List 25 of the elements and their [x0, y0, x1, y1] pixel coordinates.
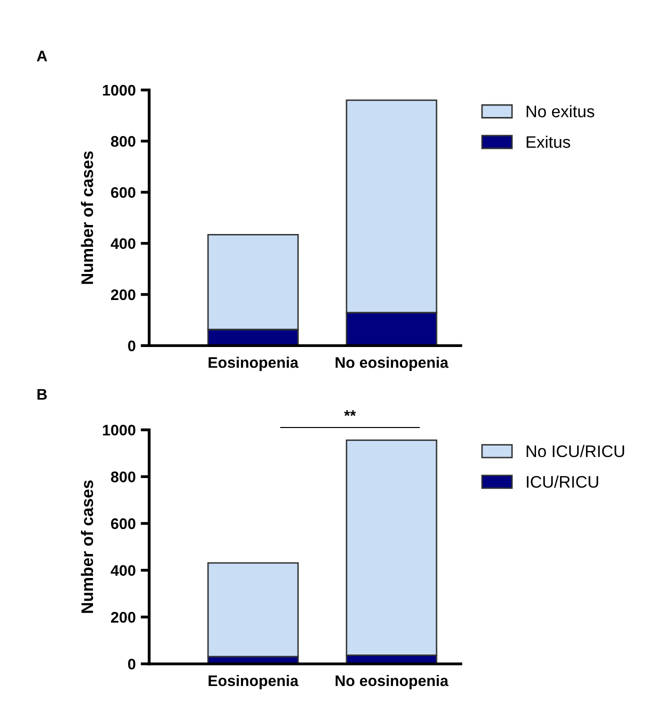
chart-title: B	[37, 389, 47, 400]
legend-label: No ICU/RICU	[526, 444, 624, 458]
y-tick-label: 400	[110, 238, 136, 250]
y-tick-label: 200	[111, 289, 136, 300]
y-tick-label: 400	[110, 565, 136, 576]
legend-label: No exitus	[526, 105, 594, 118]
y-tick-label: 600	[111, 518, 136, 530]
x-tick-label: Eosinopenia	[208, 674, 299, 690]
y-axis-title: Number of cases	[80, 151, 94, 284]
y-tick-label: 1000	[102, 424, 136, 436]
y-tick-label: 800	[110, 136, 136, 147]
text: **	[344, 410, 356, 416]
y-tick-label: 600	[111, 187, 136, 198]
legend-label: ICU/RICU	[526, 476, 598, 488]
y-tick-label: 0	[128, 340, 136, 352]
y-axis-title: Number of cases	[80, 480, 94, 613]
legend-label: Exitus	[526, 136, 570, 148]
x-tick-label: Eosinopenia	[208, 356, 299, 371]
chart-title: A	[36, 50, 48, 62]
y-tick-label: 800	[110, 472, 136, 482]
y-tick-label: 0	[128, 658, 136, 670]
x-tick-label: No eosinopenia	[336, 674, 449, 690]
x-tick-label: No eosinopenia	[336, 356, 449, 371]
y-tick-label: 1000	[102, 84, 136, 96]
y-tick-label: 200	[111, 612, 136, 623]
